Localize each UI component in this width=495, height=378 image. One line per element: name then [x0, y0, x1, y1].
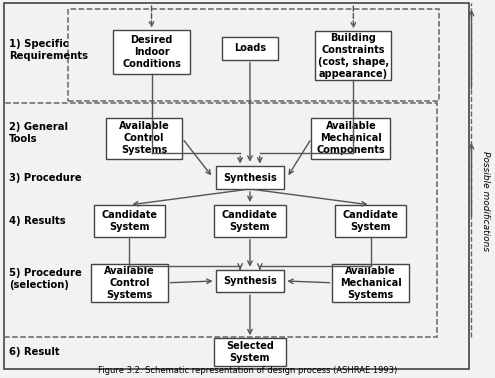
FancyBboxPatch shape [113, 31, 190, 74]
FancyBboxPatch shape [214, 205, 286, 237]
Text: Candidate
System: Candidate System [101, 210, 157, 232]
Text: Available
Mechanical
Components: Available Mechanical Components [317, 121, 385, 155]
Text: Synthesis: Synthesis [223, 173, 277, 183]
Text: 6) Result: 6) Result [9, 347, 59, 357]
Text: Candidate
System: Candidate System [222, 210, 278, 232]
Text: Available
Mechanical
Systems: Available Mechanical Systems [340, 266, 401, 300]
Text: Possible modifications: Possible modifications [481, 152, 490, 252]
FancyBboxPatch shape [91, 264, 167, 302]
FancyBboxPatch shape [335, 205, 406, 237]
Text: Loads: Loads [234, 43, 266, 53]
Text: Desired
Indoor
Conditions: Desired Indoor Conditions [122, 35, 181, 69]
FancyBboxPatch shape [214, 338, 286, 366]
FancyBboxPatch shape [106, 118, 182, 159]
FancyBboxPatch shape [315, 31, 392, 80]
Text: 2) General
Tools: 2) General Tools [9, 121, 68, 144]
FancyBboxPatch shape [311, 118, 390, 159]
Text: 3) Procedure: 3) Procedure [9, 173, 81, 183]
Text: Figure 3.2. Schematic representation of design process (ASHRAE 1993): Figure 3.2. Schematic representation of … [98, 366, 397, 375]
Text: Selected
System: Selected System [226, 341, 274, 363]
Text: Building
Constraints
(cost, shape,
appearance): Building Constraints (cost, shape, appea… [318, 33, 389, 79]
FancyBboxPatch shape [215, 166, 285, 189]
FancyBboxPatch shape [94, 205, 165, 237]
Text: Synthesis: Synthesis [223, 276, 277, 286]
Text: 4) Results: 4) Results [9, 216, 65, 226]
Text: Available
Control
Systems: Available Control Systems [104, 266, 155, 300]
Text: 1) Specific
Requirements: 1) Specific Requirements [9, 39, 88, 61]
FancyBboxPatch shape [333, 264, 409, 302]
Text: Candidate
System: Candidate System [343, 210, 398, 232]
Text: 5) Procedure
(selection): 5) Procedure (selection) [9, 268, 82, 290]
FancyBboxPatch shape [215, 270, 285, 292]
Text: Available
Control
Systems: Available Control Systems [119, 121, 169, 155]
FancyBboxPatch shape [222, 37, 278, 60]
